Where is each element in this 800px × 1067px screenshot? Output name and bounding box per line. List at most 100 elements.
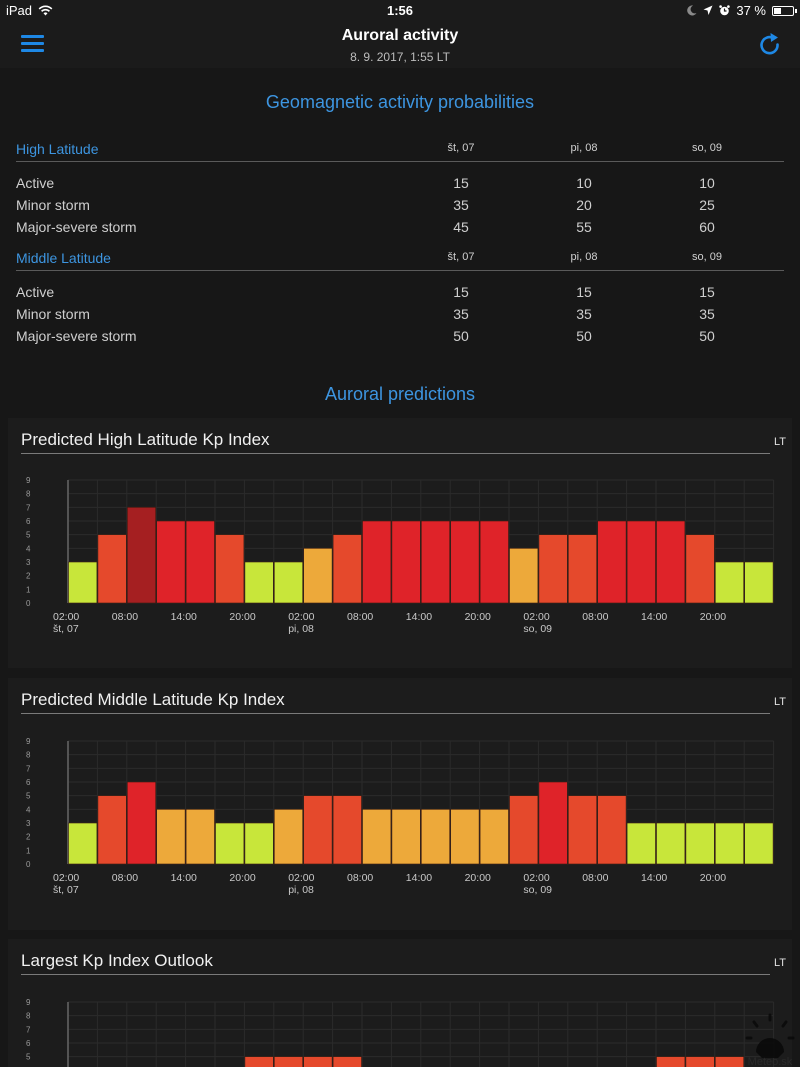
kp-bar <box>744 561 774 604</box>
status-bar: iPad 1:56 37 % <box>0 0 800 22</box>
kp-bar <box>332 534 362 604</box>
kp-bar <box>156 809 186 865</box>
high-latitude-kp-panel: Predicted High Latitude Kp Index LT 0 1 2 3… <box>8 418 792 668</box>
table-header: High Latitude št, 07 pi, 08 so, 09 <box>16 138 784 162</box>
y-tick-label: 9 <box>26 998 31 1007</box>
cell-value: 50 <box>699 328 715 344</box>
table-row: Major-severe storm 45 55 60 <box>16 214 784 236</box>
kp-bar <box>273 561 303 604</box>
kp-bar <box>450 520 480 604</box>
y-tick-label: 3 <box>26 819 31 828</box>
page-subtitle-timestamp: 8. 9. 2017, 1:55 LT <box>350 50 450 64</box>
x-tick-label: 20:00 <box>229 872 255 884</box>
kp-bar <box>509 795 539 865</box>
kp-bar <box>597 795 627 865</box>
battery-icon <box>772 5 797 16</box>
y-tick-label: 4 <box>26 805 31 814</box>
y-tick-label: 1 <box>26 585 31 594</box>
kp-bar <box>420 809 450 865</box>
kp-bar <box>215 534 245 604</box>
kp-bar <box>127 507 157 604</box>
x-tick-sublabel: št, 07 <box>53 884 79 896</box>
cell-value: 60 <box>699 219 715 235</box>
cell-value: 45 <box>453 219 469 235</box>
timezone-label: LT <box>773 696 786 708</box>
kp-bar <box>391 520 421 604</box>
x-tick-label: 08:00 <box>582 872 608 884</box>
hamburger-menu-icon-line <box>21 49 44 52</box>
kp-bar <box>244 561 274 604</box>
x-tick-sublabel: pi, 08 <box>288 623 314 635</box>
day-header: pi, 08 <box>570 251 598 263</box>
cell-value: 15 <box>453 175 469 191</box>
alarm-icon <box>719 5 731 16</box>
kp-bar <box>509 548 539 604</box>
kp-bar <box>538 534 568 604</box>
y-tick-label: 2 <box>26 833 31 842</box>
kp-bar <box>656 1056 686 1067</box>
meteo-sk-logo-icon: Meteo.sk <box>745 1013 795 1067</box>
cell-value: 20 <box>576 197 592 213</box>
y-tick-label: 4 <box>26 544 31 553</box>
y-tick-label: 8 <box>26 490 31 499</box>
kp-bar <box>332 1056 362 1067</box>
y-tick-label: 7 <box>26 503 31 512</box>
x-tick-label: 14:00 <box>406 611 432 623</box>
day-header: pi, 08 <box>570 142 598 154</box>
menu-button[interactable] <box>21 35 44 53</box>
kp-bar <box>567 795 597 865</box>
kp-bar <box>68 822 98 865</box>
row-label: Minor storm <box>16 306 90 322</box>
battery-percent: 37 % <box>736 3 766 18</box>
status-time: 1:56 <box>386 3 414 18</box>
kp-bar <box>362 809 392 865</box>
y-tick-label: 6 <box>26 517 31 526</box>
x-tick-label: 02:00 <box>523 872 549 884</box>
kp-bar <box>714 1056 744 1067</box>
kp-bar <box>303 548 333 604</box>
cell-value: 55 <box>576 219 592 235</box>
page-title: Auroral activity <box>341 27 459 44</box>
timezone-label: LT <box>773 957 786 969</box>
cell-value: 15 <box>453 284 469 300</box>
x-tick-sublabel: št, 07 <box>53 623 79 635</box>
x-tick-label: 08:00 <box>112 611 138 623</box>
table-row: Major-severe storm 50 50 50 <box>16 323 784 345</box>
row-label: Active <box>16 175 55 191</box>
y-tick-label: 9 <box>26 737 31 746</box>
kp-bar <box>97 795 127 865</box>
x-tick-label: 02:00 <box>53 611 79 623</box>
kp-bar <box>626 520 656 604</box>
row-label: Active <box>16 284 55 300</box>
y-tick-label: 1 <box>26 846 31 855</box>
hamburger-menu-icon-line <box>21 42 44 45</box>
chart-title: Largest Kp Index Outlook <box>21 951 213 970</box>
hamburger-menu-icon <box>21 35 44 38</box>
kp-bar <box>685 534 715 604</box>
cell-value: 50 <box>576 328 592 344</box>
x-tick-label: 14:00 <box>641 611 667 623</box>
chart-title: Predicted High Latitude Kp Index <box>21 430 270 449</box>
middle-latitude-kp-panel: Predicted Middle Latitude Kp Index LT 0 1… <box>8 678 792 930</box>
y-tick-label: 6 <box>26 1039 31 1048</box>
table-header: Middle Latitude št, 07 pi, 08 so, 09 <box>16 247 784 271</box>
day-header: št, 07 <box>447 142 475 154</box>
refresh-button[interactable] <box>758 31 782 57</box>
chart-title: Predicted Middle Latitude Kp Index <box>21 690 285 709</box>
x-tick-sublabel: so, 09 <box>523 884 552 896</box>
cell-value: 50 <box>453 328 469 344</box>
table-row: Active 15 10 10 <box>16 170 784 192</box>
kp-bar <box>97 534 127 604</box>
moon-icon <box>687 5 697 16</box>
battery-fill <box>774 7 781 14</box>
x-tick-label: 02:00 <box>288 611 314 623</box>
day-header: št, 07 <box>447 251 475 263</box>
cell-value: 35 <box>453 306 469 322</box>
x-tick-label: 14:00 <box>641 872 667 884</box>
navigation-bar: Auroral activity 8. 9. 2017, 1:55 LT <box>0 22 800 68</box>
location-arrow-icon <box>703 5 713 15</box>
x-tick-label: 08:00 <box>112 872 138 884</box>
